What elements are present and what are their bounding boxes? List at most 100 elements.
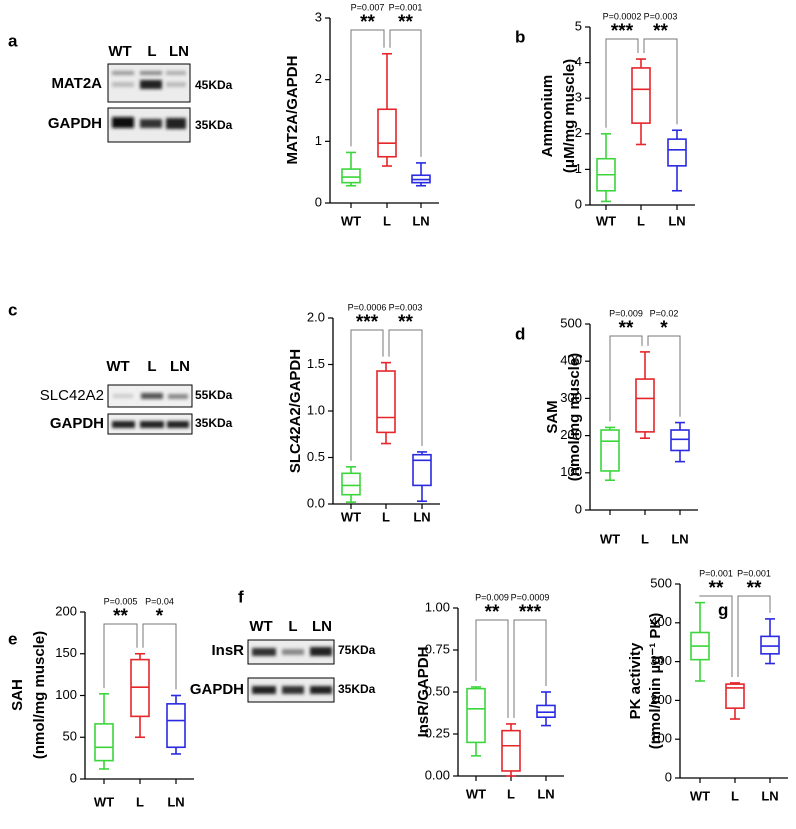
- panel-label: b: [515, 27, 525, 46]
- x-tick-label: WT: [466, 786, 486, 801]
- significance-stars: **: [747, 578, 762, 599]
- size-label: 45KDa: [195, 78, 233, 92]
- y-tick-label: 50: [63, 729, 77, 744]
- x-tick-label: L: [507, 786, 515, 801]
- significance-stars: **: [398, 12, 413, 33]
- bands: [252, 686, 332, 694]
- p-value: P=0.0002: [603, 11, 642, 21]
- y-tick-label: 0: [70, 770, 77, 785]
- bands: [112, 117, 186, 129]
- significance-bracket: [699, 595, 733, 677]
- lane-label: LN: [169, 43, 189, 60]
- y-tick-label: 100: [55, 687, 77, 702]
- y-tick-label: 300: [560, 390, 582, 405]
- box: [341, 472, 361, 496]
- p-value: P=0.0006: [348, 302, 387, 312]
- significance-stars: **: [360, 12, 375, 33]
- y-tick-label: 0: [315, 194, 322, 209]
- significance-stars: ***: [356, 312, 379, 333]
- p-value: P=0.02: [650, 308, 679, 318]
- lane-label: LN: [170, 358, 190, 375]
- x-tick-label: LN: [413, 509, 430, 524]
- row-label: GAPDH: [48, 115, 102, 132]
- row-label: GAPDH: [190, 681, 244, 698]
- y-tick-label: 500: [650, 575, 672, 590]
- western-blot: WT L LN InsR GAPDH 75KDa 35KDa: [190, 618, 376, 703]
- panel-label: a: [8, 31, 18, 50]
- y-tick-label: 0: [665, 769, 672, 784]
- y-tick-label: 200: [650, 692, 672, 707]
- significance-stars: *: [156, 606, 164, 627]
- x-tick-label: WT: [94, 794, 114, 809]
- western-blot: WT L LN SLC42A2 GAPDH 55KDa 35KDa: [40, 358, 233, 435]
- y-tick-label: 100: [560, 464, 582, 479]
- p-value: P=0.001: [737, 568, 771, 578]
- x-tick-label: LN: [167, 794, 184, 809]
- y-axis-label: SAM: [544, 400, 561, 433]
- lane-label: L: [147, 358, 156, 375]
- p-value: P=0.003: [389, 302, 423, 312]
- y-tick-label: 200: [560, 427, 582, 442]
- y-axis-label: (nmol/mg muscle): [31, 631, 48, 759]
- lane-label: L: [147, 43, 156, 60]
- x-tick-label: L: [641, 531, 649, 546]
- box: [376, 370, 396, 434]
- y-axis-label: SAH: [9, 679, 26, 711]
- size-label: 35KDa: [338, 682, 376, 696]
- box: [536, 704, 556, 719]
- y-tick-label: 300: [650, 653, 672, 668]
- significance-bracket: [389, 29, 422, 157]
- p-value: P=0.009: [609, 308, 643, 318]
- x-tick-label: L: [731, 788, 739, 803]
- significance-bracket: [388, 329, 423, 446]
- significance-bracket: [103, 623, 138, 688]
- x-tick-label: LN: [761, 788, 778, 803]
- y-tick-label: 0.00: [425, 767, 450, 782]
- significance-bracket: [513, 619, 547, 718]
- western-blot: WT L LN MAT2A GAPDH 45KDa 35KDa: [48, 43, 233, 143]
- y-tick-label: 3: [315, 9, 322, 24]
- y-axis-label: MAT2A/GAPDH: [284, 56, 301, 165]
- x-tick-label: L: [382, 509, 390, 524]
- box: [600, 429, 620, 472]
- row-label: GAPDH: [50, 415, 104, 432]
- x-tick-label: WT: [596, 213, 616, 228]
- bands: [112, 421, 189, 428]
- significance-bracket: [609, 335, 643, 422]
- lane-label: L: [288, 618, 297, 635]
- box: [412, 453, 432, 487]
- y-tick-label: 0.5: [307, 449, 325, 464]
- row-label: MAT2A: [51, 75, 102, 92]
- significance-bracket: [647, 335, 681, 417]
- x-tick-label: LN: [412, 213, 429, 228]
- y-tick-label: 0: [575, 196, 582, 211]
- y-tick-label: 5: [575, 18, 582, 33]
- size-label: 55KDa: [195, 388, 233, 402]
- box: [341, 168, 361, 184]
- box: [94, 723, 114, 762]
- y-tick-label: 0: [575, 501, 582, 516]
- y-tick-label: 150: [55, 645, 77, 660]
- y-axis-label: InsR/GAPDH: [415, 647, 432, 738]
- y-tick-label: 400: [560, 353, 582, 368]
- significance-stars: ***: [611, 21, 634, 42]
- panel-label: c: [8, 300, 17, 319]
- y-tick-label: 100: [650, 731, 672, 746]
- y-axis-label: (nmol/min µg⁻¹ PK): [647, 613, 664, 750]
- box: [670, 429, 690, 452]
- lane-label: LN: [312, 618, 332, 635]
- y-axis-label: (μM/mg muscle): [561, 59, 578, 173]
- significance-stars: **: [653, 21, 668, 42]
- y-tick-label: 0.50: [425, 683, 450, 698]
- box: [725, 683, 745, 709]
- x-tick-label: WT: [600, 531, 620, 546]
- lane-label: WT: [108, 43, 131, 60]
- significance-bracket: [605, 38, 639, 128]
- p-value: P=0.0009: [511, 592, 550, 602]
- x-tick-label: LN: [537, 786, 554, 801]
- p-value: P=0.007: [351, 2, 385, 12]
- y-tick-label: 2: [575, 125, 582, 140]
- significance-bracket: [737, 595, 771, 677]
- significance-bracket: [350, 29, 385, 147]
- x-tick-label: WT: [690, 788, 710, 803]
